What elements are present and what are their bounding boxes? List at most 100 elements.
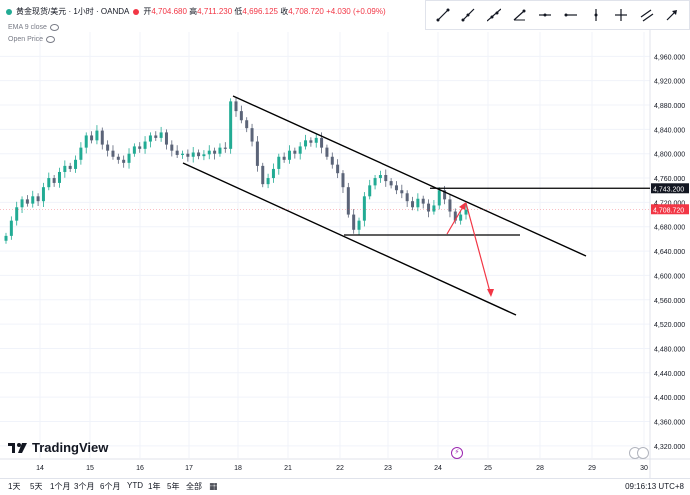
candle-body [52,178,56,183]
candle-body [239,111,243,121]
y-tick-label: 4,360.000 [654,419,685,426]
candle-body [368,185,372,197]
y-tick-label: 4,880.000 [654,103,685,110]
candle-body [245,120,249,129]
candle-body [352,214,356,230]
horizontal-line-icon[interactable] [536,6,554,24]
y-tick-label: 4,480.000 [654,346,685,353]
projection-down-line [465,202,491,293]
arrow-icon[interactable] [663,6,681,24]
y-tick-label: 4,840.000 [654,127,685,134]
close-value: 4,708.720 [288,7,324,16]
projection-up-line [446,204,465,235]
candle-body [148,135,152,142]
trend-line-icon[interactable] [434,6,452,24]
candle-body [90,135,94,141]
candle-body [357,220,361,230]
channel-upper-line [232,95,587,257]
candle-body [416,198,420,208]
candle-body [459,214,463,221]
y-tick-label: 4,720.000 [654,200,685,207]
live-dot [133,8,140,15]
timeframe-5d[interactable]: 5天 [30,482,43,491]
y-tick-label: 4,760.000 [654,176,685,183]
cross-line-icon[interactable] [612,6,630,24]
candle-body [255,141,259,166]
x-tick-label: 29 [588,465,596,472]
candle-body [20,199,24,208]
candle-body [138,146,142,149]
timeframe-3m[interactable]: 3个月 [74,482,95,491]
x-tick-label: 14 [36,465,44,472]
ema-indicator-label[interactable]: EMA 9 close [8,24,59,31]
candle-body [400,190,404,194]
candle-body [100,130,104,145]
timeframe-5y[interactable]: 5年 [167,482,180,491]
y-tick-label: 4,800.000 [654,152,685,159]
candle-body [213,150,217,154]
timeframe-6m[interactable]: 6个月 [100,482,121,491]
timeframe-1d[interactable]: 1天 [8,482,21,491]
candle-body [464,209,468,215]
drawing-toolbar [425,0,690,30]
candle-body [15,207,19,221]
candle-body [74,159,78,169]
y-tick-label: 4,920.000 [654,79,685,86]
parallel-channel-icon[interactable] [638,6,656,24]
candle-body [170,144,174,151]
candle-body [79,147,83,160]
candle-body [25,199,29,204]
candle-body [159,132,163,138]
timeframe-1y[interactable]: 1年 [148,482,161,491]
legend-header: 黄金现货/美元 · 1小时 · OANDA 开4,704.680 高4,711.… [6,6,386,17]
timeframe-all[interactable]: 全部 [186,482,202,491]
tradingview-logo[interactable]: TradingView [8,440,108,455]
eye-icon[interactable] [46,36,56,43]
y-tick-label: 4,520.000 [654,322,685,329]
candle-body [95,130,99,141]
candle-body [106,144,110,151]
low-value: 4,696.125 [242,7,278,16]
candle-body [223,147,227,149]
symbol-label[interactable]: 黄金现货/美元 · 1小时 · OANDA [16,7,130,16]
lightning-icon[interactable]: ⚡ [451,447,463,459]
vertical-line-icon[interactable] [587,6,605,24]
candle-body [4,235,8,241]
y-tick-label: 4,600.000 [654,273,685,280]
y-tick-label: 4,320.000 [654,444,685,451]
x-tick-label: 22 [336,465,344,472]
candle-body [293,150,297,154]
y-tick-label: 4,960.000 [654,54,685,61]
price-label-bg [651,183,689,194]
logo-text: TradingView [32,440,109,455]
open-price-indicator-label[interactable]: Open Price [8,36,56,43]
candle-body [443,190,447,200]
candle-body [298,146,302,154]
candle-body [202,154,206,157]
trend-angle-icon[interactable] [510,6,528,24]
price-label: 4,743.200 [653,186,684,193]
x-tick-label: 25 [484,465,492,472]
y-tick-label: 4,440.000 [654,371,685,378]
candle-body [432,205,436,212]
candle-body [207,150,211,155]
ray-icon[interactable] [459,6,477,24]
candle-body [384,175,388,182]
candle-body [111,150,115,157]
candle-body [405,193,409,202]
date-range-icon[interactable]: ▦ [209,481,218,491]
candle-body [427,203,431,212]
candle-body [116,156,120,160]
horizontal-ray-icon[interactable] [561,6,579,24]
candle-body [437,190,441,206]
extended-line-icon[interactable] [485,6,503,24]
candle-body [127,153,131,163]
candle-body [287,150,291,160]
timeframe-ytd[interactable]: YTD [127,481,143,490]
timeframe-1m[interactable]: 1个月 [50,482,71,491]
us-flag-icon[interactable] [637,447,649,459]
candle-body [411,201,415,208]
eye-icon[interactable] [49,24,59,31]
